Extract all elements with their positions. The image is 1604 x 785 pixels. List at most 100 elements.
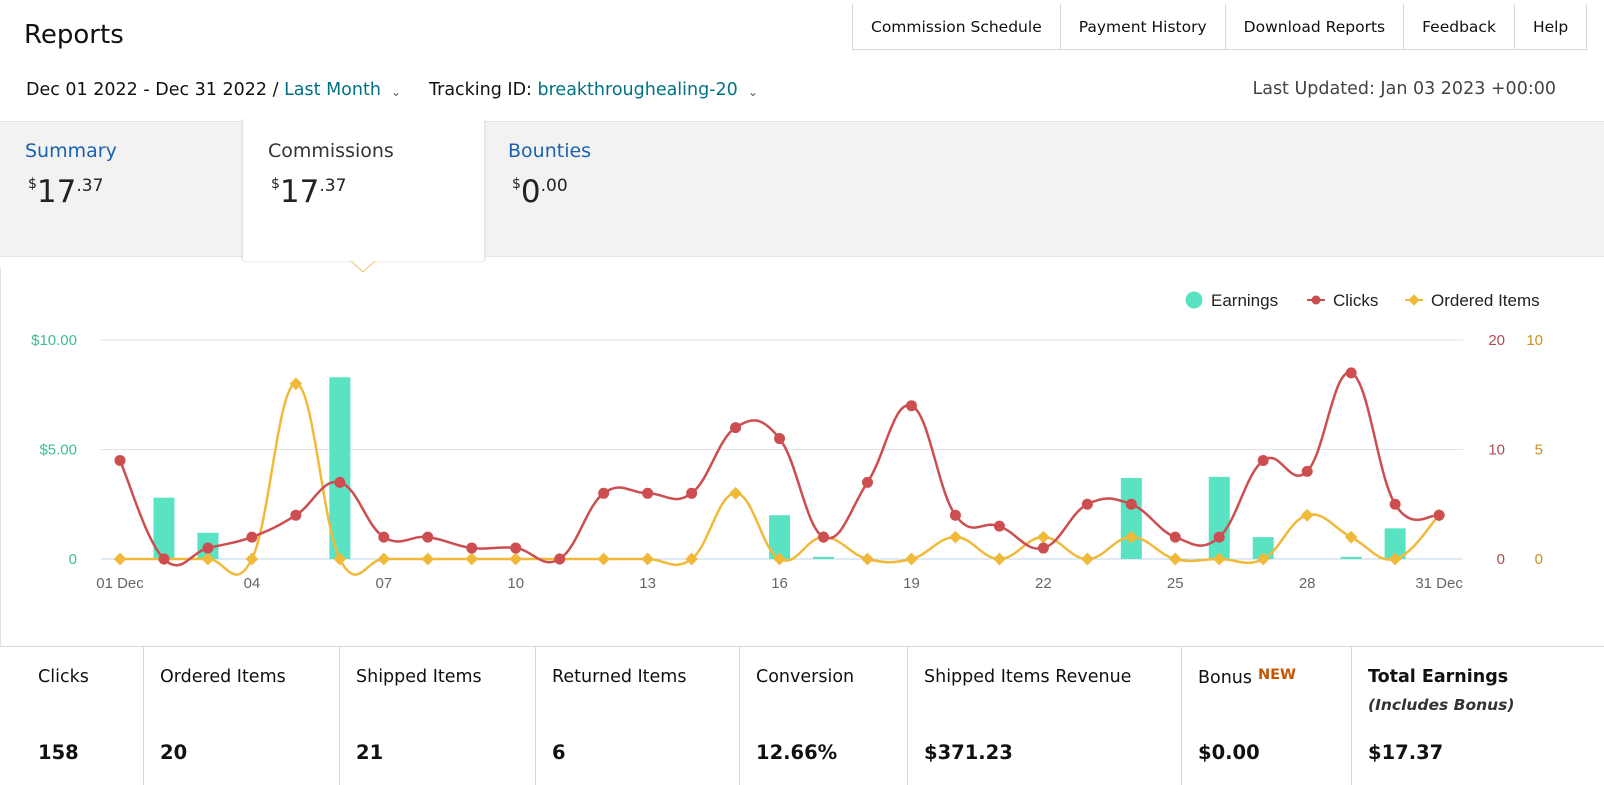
ordered-items-point <box>1037 530 1050 544</box>
feedback-link[interactable]: Feedback <box>1404 4 1515 50</box>
tab-summary-label[interactable]: Summary <box>25 140 117 162</box>
clicks-point <box>1301 465 1313 477</box>
clicks-axis-tick: 0 <box>1497 551 1505 568</box>
legend-clicks-label: Clicks <box>1333 291 1378 310</box>
ordered-items-point <box>1080 552 1094 566</box>
clicks-point <box>510 542 522 554</box>
ordered-items-point <box>113 552 127 566</box>
clicks-point <box>466 542 478 554</box>
stat-value: $17.37 <box>1368 741 1444 764</box>
stat-value: 20 <box>160 741 188 764</box>
clicks-point <box>598 487 610 499</box>
clicks-point <box>1213 531 1225 543</box>
tab-commissions-label[interactable]: Commissions <box>268 140 394 162</box>
chevron-down-icon[interactable]: ⌄ <box>390 85 401 99</box>
stat-returned-items: Returned Items 6 <box>536 647 740 785</box>
clicks-point <box>1037 542 1049 554</box>
stat-label: Clicks <box>38 667 89 687</box>
x-axis-tick: 28 <box>1299 575 1316 592</box>
clicks-point <box>202 542 214 554</box>
x-axis-tick: 16 <box>771 575 788 592</box>
earnings-bar <box>153 497 175 559</box>
clicks-point <box>1081 498 1093 510</box>
tab-bounties-label[interactable]: Bounties <box>508 140 592 162</box>
ordered-items-point <box>993 552 1006 566</box>
tracking-id-dropdown[interactable]: breakthroughealing-20 <box>537 80 738 100</box>
ordered-items-point <box>641 552 655 566</box>
chevron-down-icon[interactable]: ⌄ <box>747 85 758 99</box>
download-reports-link[interactable]: Download Reports <box>1226 4 1405 50</box>
commissions-amount: $17.37 <box>271 174 347 210</box>
top-links: Commission Schedule Payment History Down… <box>852 4 1588 50</box>
stat-label: Shipped Items Revenue <box>924 667 1132 687</box>
tab-commissions[interactable]: Commissions $17.37 <box>242 119 485 261</box>
stat-value: 12.66% <box>756 741 838 764</box>
ordered-items-point <box>1344 530 1358 544</box>
earnings-bar <box>1120 477 1142 559</box>
ordered-items-point <box>421 552 435 566</box>
earnings-axis-tick: $10.00 <box>31 332 77 349</box>
earnings-axis-tick: 0 <box>69 551 77 568</box>
x-axis-tick: 13 <box>639 575 656 592</box>
last-updated: Last Updated: Jan 03 2023 +00:00 <box>1252 79 1556 99</box>
stat-sublabel: (Includes Bonus) <box>1368 696 1515 714</box>
x-axis-tick: 04 <box>244 575 261 592</box>
ordered-items-point <box>861 552 874 566</box>
ordered-items-point <box>597 552 611 566</box>
stat-total-earnings: Total Earnings (Includes Bonus) $17.37 <box>1352 647 1604 785</box>
stat-label: Bonus NEW <box>1198 667 1297 688</box>
payment-history-link[interactable]: Payment History <box>1061 4 1226 50</box>
x-axis-tick: 25 <box>1167 575 1184 592</box>
clicks-point <box>818 531 830 543</box>
legend-clicks-marker <box>1311 295 1321 305</box>
stat-value: 158 <box>38 741 79 764</box>
clicks-point <box>1169 531 1181 543</box>
clicks-axis-tick: 10 <box>1488 442 1505 459</box>
ordered-items-point <box>245 552 259 566</box>
date-range-text: Dec 01 2022 - Dec 31 2022 / <box>26 80 285 100</box>
legend-ordered-items-marker <box>1408 294 1420 306</box>
tracking-id-label: Tracking ID: <box>429 80 538 100</box>
clicks-point <box>1257 454 1269 466</box>
ordered-axis-tick: 10 <box>1526 332 1543 349</box>
ordered-items-point <box>377 552 391 566</box>
stat-clicks: Clicks 158 <box>22 647 144 785</box>
clicks-point <box>686 487 698 499</box>
stat-value: $371.23 <box>924 741 1013 764</box>
clicks-point <box>334 476 346 488</box>
active-tab-pointer-icon <box>351 261 375 273</box>
chart-canvas: $10.00 20 10 $5.00 10 5 0 0 0 01 Dec 04 07 10 13 16 19 2… <box>31 291 1543 592</box>
tab-bounties[interactable]: Bounties $0.00 <box>508 122 708 258</box>
stat-value: 21 <box>356 741 384 764</box>
commission-schedule-link[interactable]: Commission Schedule <box>853 4 1061 50</box>
x-axis-tick: 10 <box>507 575 524 592</box>
stat-label: Total Earnings <box>1368 667 1509 687</box>
stats-bar: Clicks 158 Ordered Items 20 Shipped Item… <box>0 646 1604 785</box>
report-tabs: Summary $17.37 Commissions $17.37 Bounti… <box>0 119 1604 261</box>
clicks-point <box>774 433 786 445</box>
x-axis-tick: 01 Dec <box>96 575 144 592</box>
tab-summary[interactable]: Summary $17.37 <box>0 122 240 258</box>
earnings-bar <box>1208 476 1230 559</box>
legend-earnings-label: Earnings <box>1211 291 1278 310</box>
period-dropdown[interactable]: Last Month <box>284 80 381 100</box>
stat-label: Returned Items <box>552 667 687 687</box>
stat-value: $0.00 <box>1198 741 1260 764</box>
ordered-items-line <box>119 382 1441 576</box>
stat-bonus: Bonus NEW $0.00 <box>1182 647 1352 785</box>
earnings-bar <box>1340 556 1362 559</box>
stat-label: Shipped Items <box>356 667 482 687</box>
x-axis-tick: 07 <box>375 575 392 592</box>
stat-shipped-items: Shipped Items 21 <box>340 647 536 785</box>
help-link[interactable]: Help <box>1532 18 1569 36</box>
clicks-point <box>290 509 302 521</box>
clicks-point <box>378 531 390 543</box>
stat-label: Ordered Items <box>160 667 286 687</box>
stat-label: Conversion <box>756 667 855 687</box>
legend-earnings-marker <box>1185 291 1203 309</box>
earnings-bar <box>1252 537 1274 559</box>
clicks-point <box>993 520 1005 532</box>
earnings-chart: $10.00 20 10 $5.00 10 5 0 0 0 01 Dec 04 07 10 13 16 19 2… <box>0 268 1604 646</box>
ordered-items-point <box>1300 508 1314 522</box>
